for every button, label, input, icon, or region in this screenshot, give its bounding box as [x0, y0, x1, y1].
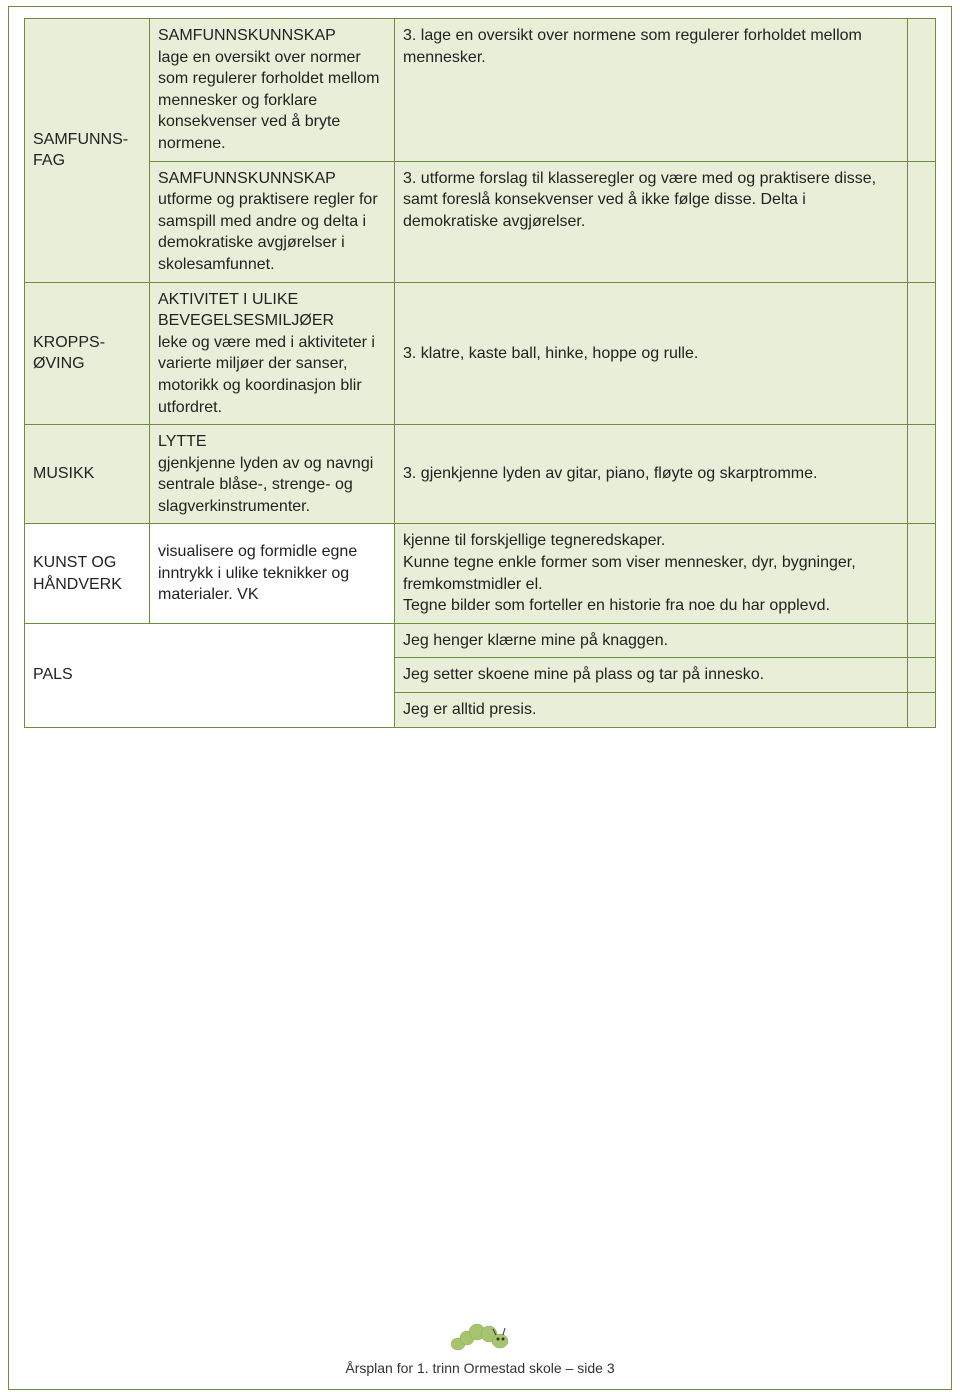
empty-cell — [908, 161, 936, 282]
empty-cell — [908, 693, 936, 728]
detail-cell: kjenne til forskjellige tegneredskaper.K… — [395, 524, 908, 623]
empty-cell — [908, 282, 936, 425]
goal-cell: SAMFUNNSKUNNSKAPutforme og praktisere re… — [150, 161, 395, 282]
table-row: PALS Jeg henger klærne mine på knaggen. — [25, 623, 936, 658]
goal-cell: AKTIVITET I ULIKE BEVEGELSESMILJØERleke … — [150, 282, 395, 425]
subject-cell: MUSIKK — [25, 425, 150, 524]
goal-cell: SAMFUNNSKUNNSKAPlage en oversikt over no… — [150, 19, 395, 162]
empty-cell — [908, 623, 936, 658]
detail-cell: Jeg setter skoene mine på plass og tar p… — [395, 658, 908, 693]
subject-cell: PALS — [25, 623, 395, 727]
detail-cell: 3. gjenkjenne lyden av gitar, piano, flø… — [395, 425, 908, 524]
table-row: KROPPS-ØVING AKTIVITET I ULIKE BEVEGELSE… — [25, 282, 936, 425]
detail-cell: Jeg er alltid presis. — [395, 693, 908, 728]
table-row: KUNST OG HÅNDVERK visualisere og formidl… — [25, 524, 936, 623]
content-area: SAMFUNNS-FAG SAMFUNNSKUNNSKAPlage en ove… — [24, 18, 936, 728]
detail-cell: 3. klatre, kaste ball, hinke, hoppe og r… — [395, 282, 908, 425]
goal-cell: LYTTEgjenkjenne lyden av og navngi sentr… — [150, 425, 395, 524]
empty-cell — [908, 19, 936, 162]
empty-cell — [908, 658, 936, 693]
worm-icon — [445, 1314, 515, 1354]
detail-cell: 3. utforme forslag til klasseregler og v… — [395, 161, 908, 282]
footer-text: Årsplan for 1. trinn Ormestad skole – si… — [345, 1360, 614, 1376]
subject-cell: KUNST OG HÅNDVERK — [25, 524, 150, 623]
table-row: SAMFUNNS-FAG SAMFUNNSKUNNSKAPlage en ove… — [25, 19, 936, 162]
curriculum-table: SAMFUNNS-FAG SAMFUNNSKUNNSKAPlage en ove… — [24, 18, 936, 728]
empty-cell — [908, 425, 936, 524]
table-row: MUSIKK LYTTEgjenkjenne lyden av og navng… — [25, 425, 936, 524]
empty-cell — [908, 524, 936, 623]
goal-cell: visualisere og formidle egne inntrykk i … — [150, 524, 395, 623]
table-row: SAMFUNNSKUNNSKAPutforme og praktisere re… — [25, 161, 936, 282]
detail-cell: Jeg henger klærne mine på knaggen. — [395, 623, 908, 658]
subject-cell: KROPPS-ØVING — [25, 282, 150, 425]
page-footer: Årsplan for 1. trinn Ormestad skole – si… — [0, 1314, 960, 1376]
subject-cell: SAMFUNNS-FAG — [25, 19, 150, 283]
detail-cell: 3. lage en oversikt over normene som reg… — [395, 19, 908, 162]
